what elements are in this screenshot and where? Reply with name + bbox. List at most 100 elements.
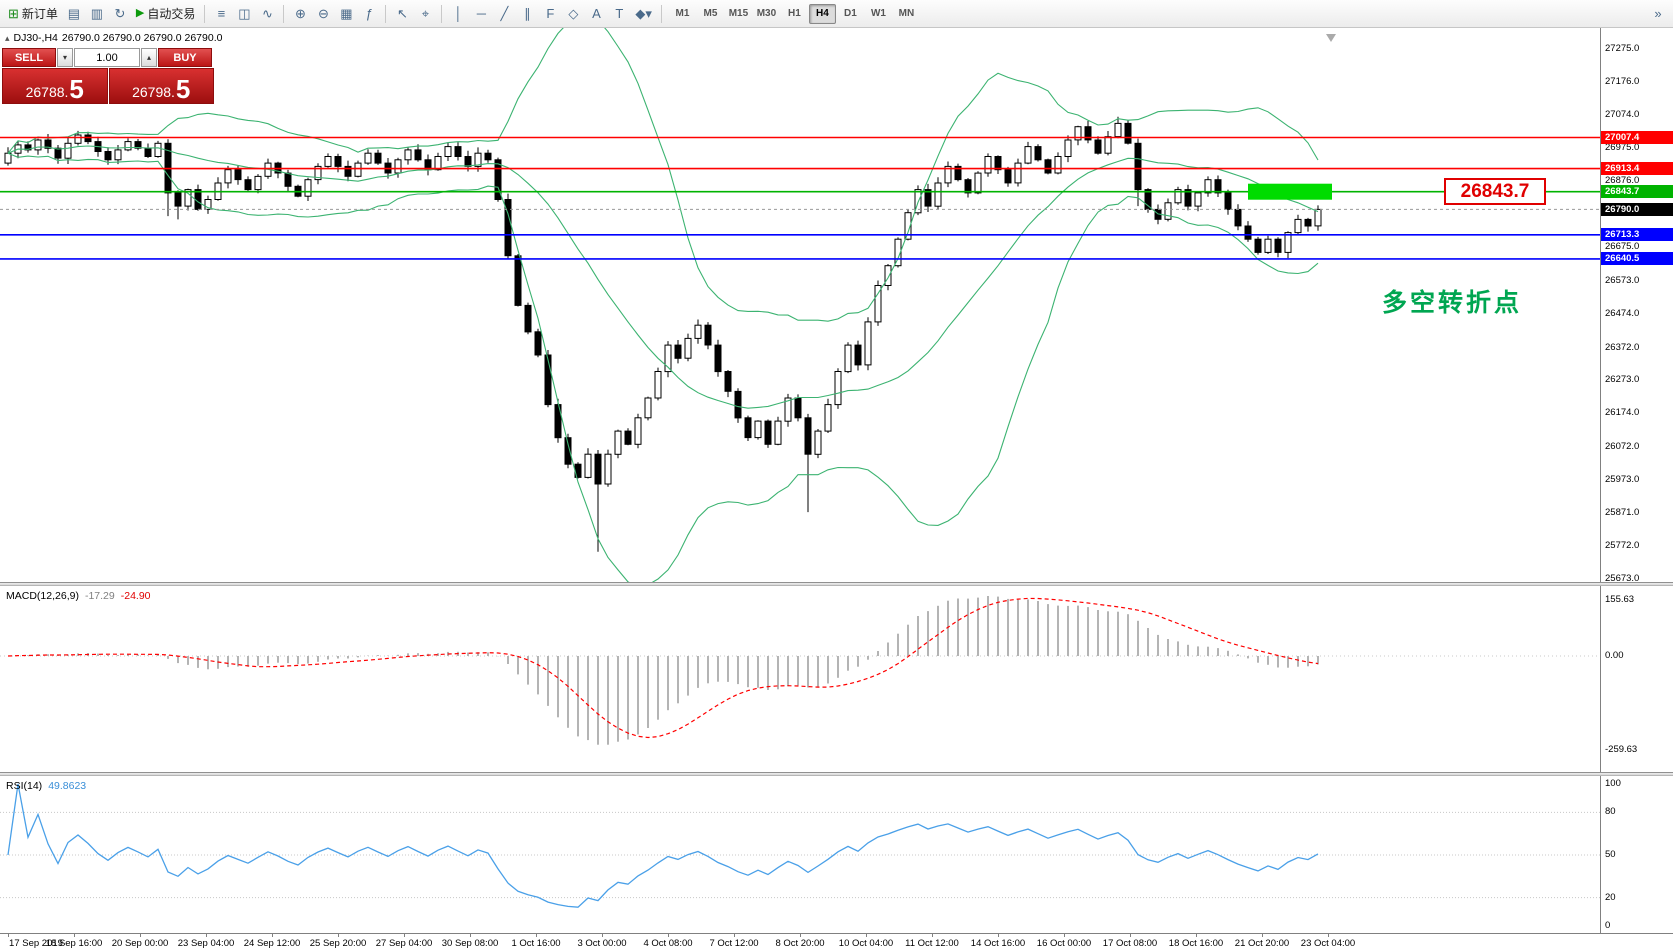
timeframe-d1-button[interactable]: D1 bbox=[837, 4, 864, 24]
rsi-axis[interactable]: 100 80 50 20 0 bbox=[1600, 776, 1673, 933]
horizontal-level-lines[interactable] bbox=[0, 136, 1600, 260]
indicator-axis-label: -259.63 bbox=[1605, 744, 1638, 756]
shapes-button[interactable]: ◇ bbox=[562, 3, 584, 25]
timeframe-mn-button[interactable]: MN bbox=[893, 4, 920, 24]
profiles-button[interactable]: ▤ bbox=[63, 3, 85, 25]
market-watch-button[interactable]: ▥ bbox=[86, 3, 108, 25]
cursor-button[interactable]: ↖ bbox=[391, 3, 413, 25]
arrows-button[interactable]: ◆ ▾ bbox=[631, 3, 656, 25]
buy-price-button[interactable]: 26798. 5 bbox=[108, 68, 214, 104]
macd-signal-value: -24.90 bbox=[120, 590, 151, 602]
trendline-icon: ╱ bbox=[500, 6, 509, 21]
label-tool-button[interactable]: T bbox=[608, 3, 630, 25]
toolbar-overflow-button[interactable]: » bbox=[1647, 3, 1669, 25]
annotation-text[interactable]: 多空转折点 bbox=[1382, 289, 1523, 317]
price-axis-label: 26072.0 bbox=[1605, 440, 1640, 452]
new-order-button[interactable]: ⊞ 新订单 bbox=[4, 3, 62, 25]
date-label: 24 Sep 12:00 bbox=[243, 938, 301, 949]
new-order-icon: ⊞ bbox=[8, 6, 19, 21]
date-label: 7 Oct 12:00 bbox=[709, 938, 759, 949]
candlestick-chart-icon: ◫ bbox=[238, 6, 251, 21]
fibonacci-button[interactable]: F bbox=[539, 3, 561, 25]
indicator-axis-label: 80 bbox=[1605, 806, 1616, 818]
crosshair-button[interactable]: ⌖ bbox=[414, 3, 436, 25]
toolbar-separator bbox=[204, 4, 206, 23]
panel-separator[interactable] bbox=[0, 772, 1673, 776]
lot-increase-button[interactable]: ▴ bbox=[141, 48, 157, 67]
date-tick bbox=[536, 934, 537, 937]
date-tick bbox=[470, 934, 471, 937]
panel-separator[interactable] bbox=[0, 582, 1673, 586]
rsi-value: 49.8623 bbox=[48, 780, 87, 792]
timeframe-m15-button[interactable]: M15 bbox=[725, 4, 752, 24]
indicators-button[interactable]: ƒ bbox=[358, 3, 380, 25]
one-click-toggle-icon[interactable]: ▴ bbox=[5, 32, 10, 43]
date-label: 27 Sep 04:00 bbox=[375, 938, 433, 949]
indicator-axis-label: 50 bbox=[1605, 849, 1616, 860]
lot-input[interactable] bbox=[74, 48, 140, 67]
lot-decrease-button[interactable]: ▾ bbox=[57, 48, 73, 67]
trendline-button[interactable]: ╱ bbox=[493, 3, 515, 25]
price-chart[interactable] bbox=[0, 28, 1600, 582]
label-tool-icon: T bbox=[615, 6, 624, 21]
tile-windows-button[interactable]: ▦ bbox=[335, 3, 357, 25]
crosshair-icon: ⌖ bbox=[421, 6, 430, 21]
macd-chart[interactable] bbox=[0, 586, 1600, 772]
macd-signal-line bbox=[7, 597, 1319, 739]
price-level-tag: 26640.5 bbox=[1601, 252, 1673, 266]
text-tool-icon: A bbox=[592, 6, 601, 21]
bollinger-bands bbox=[7, 28, 1319, 582]
sell-button[interactable]: SELL bbox=[2, 48, 56, 67]
timeframe-m30-button[interactable]: M30 bbox=[753, 4, 780, 24]
date-axis[interactable]: 17 Sep 2019 18 Sep 16:00 20 Sep 00:00 23 Se… bbox=[0, 933, 1673, 949]
text-tool-button[interactable]: A bbox=[585, 3, 607, 25]
refresh-button[interactable]: ↻ bbox=[109, 3, 131, 25]
channel-button[interactable]: ∥ bbox=[516, 3, 538, 25]
rsi-chart[interactable] bbox=[0, 776, 1600, 933]
date-label: 16 Oct 00:00 bbox=[1036, 938, 1092, 949]
timeframe-h1-button[interactable]: H1 bbox=[781, 4, 808, 24]
rsi-title: RSI(14) bbox=[6, 780, 43, 792]
autotrading-button[interactable]: ▶ 自动交易 bbox=[132, 3, 199, 25]
highlight-zone[interactable] bbox=[1248, 183, 1332, 200]
horizontal-line-icon: ─ bbox=[476, 6, 487, 21]
date-label: 23 Sep 04:00 bbox=[177, 938, 235, 949]
timeframe-w1-button[interactable]: W1 bbox=[865, 4, 892, 24]
price-digits: 26788. bbox=[25, 83, 69, 100]
current-price-tag: 26790.0 bbox=[1601, 202, 1673, 216]
main-chart-panel: 27275.027176.027074.026975.026876.026777… bbox=[0, 28, 1673, 583]
price-big-digit: 5 bbox=[175, 73, 191, 104]
toolbar-separator bbox=[283, 4, 285, 23]
macd-histogram bbox=[17, 596, 1319, 745]
symbol-period-label: DJ30-,H4 bbox=[13, 32, 58, 44]
candlestick-chart-button[interactable]: ◫ bbox=[233, 3, 255, 25]
one-click-trading-panel: SELL ▾ ▴ BUY 26788.5 26798.5 bbox=[2, 48, 214, 104]
price-axis-label: 25772.0 bbox=[1605, 540, 1640, 552]
zoom-in-button[interactable]: ⊕ bbox=[289, 3, 311, 25]
toolbar: ⊞ 新订单 ▤ ▥ ↻ ▶ 自动交易 ≡ ◫ ∿ ⊕ ⊖ ▦ ƒ ↖ ⌖ │ ─… bbox=[0, 0, 1673, 28]
price-axis-label: 27074.0 bbox=[1605, 109, 1640, 121]
timeframe-m1-button[interactable]: M1 bbox=[669, 4, 696, 24]
timeframe-h4-button[interactable]: H4 bbox=[808, 3, 836, 24]
sell-price-button[interactable]: 26788. 5 bbox=[2, 68, 108, 104]
price-axis-label: 26573.0 bbox=[1605, 275, 1640, 287]
date-label: 25 Sep 20:00 bbox=[309, 938, 367, 949]
buy-button[interactable]: BUY bbox=[158, 48, 212, 67]
price-axis[interactable]: 27275.027176.027074.026975.026876.026777… bbox=[1600, 28, 1673, 583]
zoom-out-button[interactable]: ⊖ bbox=[312, 3, 334, 25]
date-tick bbox=[1262, 934, 1263, 937]
bar-chart-button[interactable]: ≡ bbox=[210, 3, 232, 25]
horizontal-line-button[interactable]: ─ bbox=[470, 3, 492, 25]
price-callout-box[interactable]: 26843.7 bbox=[1444, 178, 1546, 205]
bar-chart-icon: ≡ bbox=[217, 6, 226, 21]
macd-axis[interactable]: 155.63 0.00 -259.63 bbox=[1600, 586, 1673, 772]
price-axis-label: 26876.0 bbox=[1605, 174, 1640, 186]
one-click-prices: 26788. 5 26798. 5 bbox=[2, 68, 214, 104]
date-label: 8 Oct 20:00 bbox=[775, 938, 825, 949]
date-label: 23 Oct 04:00 bbox=[1300, 938, 1356, 949]
chart-shift-marker[interactable] bbox=[1326, 34, 1336, 42]
vertical-line-button[interactable]: │ bbox=[447, 3, 469, 25]
line-chart-button[interactable]: ∿ bbox=[256, 3, 278, 25]
timeframe-m5-button[interactable]: M5 bbox=[697, 4, 724, 24]
toolbar-separator bbox=[441, 4, 443, 23]
